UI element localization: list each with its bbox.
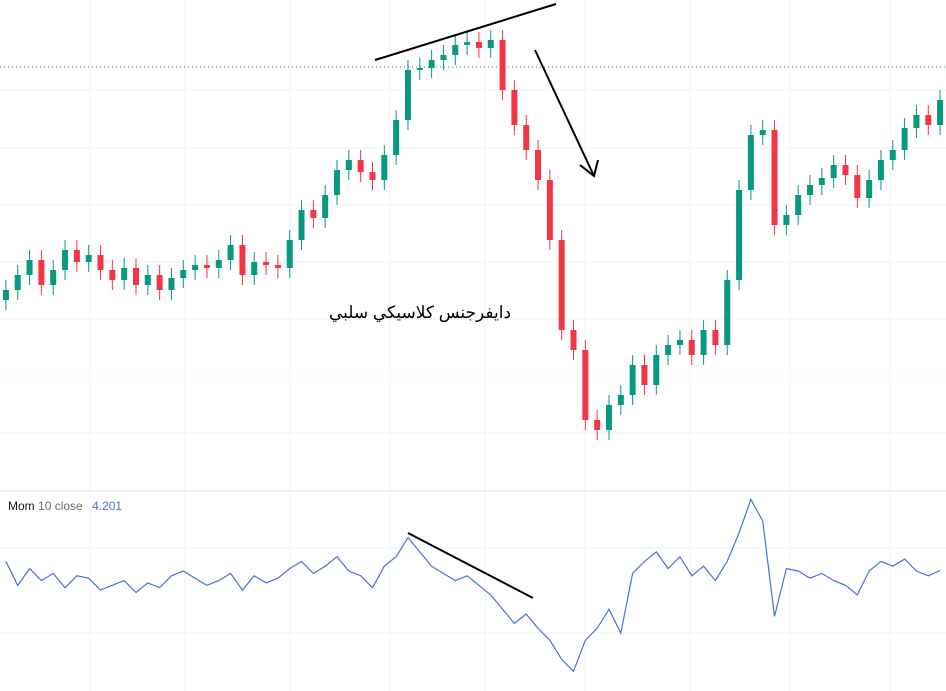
- candle-body: [854, 175, 861, 198]
- momentum-pane: [5, 497, 941, 673]
- candle-body: [937, 100, 944, 125]
- candle-body: [877, 160, 884, 180]
- momentum-line: [5, 497, 941, 673]
- candle-body: [132, 268, 139, 285]
- candle-body: [239, 245, 246, 275]
- candle-body: [144, 275, 151, 285]
- candle-body: [676, 340, 683, 345]
- annotation: دايفرجنس كلاسيكي سلبي: [329, 303, 511, 323]
- candle-body: [369, 172, 376, 180]
- candle-body: [440, 55, 447, 60]
- arrow: [534, 49, 595, 177]
- candle-body: [274, 265, 281, 268]
- candle-body: [818, 178, 825, 185]
- candle-body: [475, 42, 482, 48]
- candle-body: [736, 190, 743, 280]
- candle-body: [156, 275, 163, 290]
- candle-body: [203, 265, 210, 268]
- candle-body: [286, 240, 293, 268]
- legend: Mom 10 close 4.201: [8, 499, 122, 513]
- candle-body: [712, 330, 719, 345]
- candle-body: [334, 170, 341, 195]
- candle-body: [830, 165, 837, 178]
- candle-body: [582, 350, 589, 420]
- candle-body: [866, 180, 873, 198]
- candle-body: [535, 150, 542, 180]
- candle-body: [795, 195, 802, 215]
- candle-body: [499, 40, 506, 90]
- candle-body: [605, 405, 612, 430]
- candle-body: [665, 345, 672, 355]
- candle-body: [771, 130, 778, 225]
- candle-body: [807, 185, 814, 195]
- candle-body: [653, 355, 660, 385]
- candle-body: [546, 180, 553, 240]
- indicator-name: Mom: [8, 499, 35, 513]
- candle-body: [759, 130, 766, 135]
- candle-body: [393, 120, 400, 155]
- candle-body: [925, 115, 932, 125]
- candle-body: [121, 268, 128, 280]
- candle-body: [570, 330, 577, 350]
- candle-body: [62, 250, 69, 270]
- candle-body: [558, 240, 565, 330]
- candle-body: [381, 155, 388, 180]
- candle-body: [629, 365, 636, 395]
- candle-body: [523, 125, 530, 150]
- candle-body: [50, 270, 57, 285]
- candle-body: [688, 340, 695, 355]
- candle-body: [889, 150, 896, 160]
- candle-body: [487, 40, 494, 48]
- candle-body: [298, 210, 305, 240]
- candle-body: [97, 255, 104, 270]
- candle-body: [428, 60, 435, 68]
- candle-body: [26, 260, 33, 275]
- candle-body: [464, 42, 471, 45]
- candle-body: [901, 128, 908, 150]
- candle-body: [345, 160, 352, 170]
- candle-body: [251, 262, 258, 275]
- indicator-value: 4.201: [92, 499, 122, 513]
- candle-body: [192, 265, 199, 270]
- candle-body: [842, 165, 849, 175]
- candle-body: [452, 45, 459, 55]
- candle-body: [913, 115, 920, 128]
- candle-body: [38, 260, 45, 285]
- candle-body: [85, 255, 92, 262]
- candle-body: [2, 290, 9, 300]
- candle-body: [215, 260, 222, 268]
- candle-body: [747, 135, 754, 190]
- candle-body: [227, 245, 234, 260]
- candle-body: [168, 278, 175, 290]
- candle-body: [641, 365, 648, 385]
- candle-body: [404, 70, 411, 120]
- trend-line: [374, 3, 557, 61]
- candles: [2, 30, 944, 440]
- candle-body: [783, 215, 790, 225]
- trend-line: [407, 532, 534, 599]
- candle-body: [416, 68, 423, 70]
- candle-body: [594, 420, 601, 430]
- candle-body: [700, 330, 707, 355]
- candle-body: [14, 275, 21, 290]
- arrow-head: [579, 159, 599, 178]
- candle-body: [511, 90, 518, 125]
- candle-body: [109, 270, 116, 280]
- candle-body: [73, 250, 80, 262]
- candle-body: [180, 270, 187, 278]
- candle-body: [724, 280, 731, 345]
- candle-body: [310, 210, 317, 218]
- candle-body: [263, 262, 270, 265]
- candle-body: [357, 160, 364, 172]
- indicator-params: 10 close: [38, 499, 83, 513]
- candle-body: [322, 195, 329, 218]
- candle-body: [617, 395, 624, 405]
